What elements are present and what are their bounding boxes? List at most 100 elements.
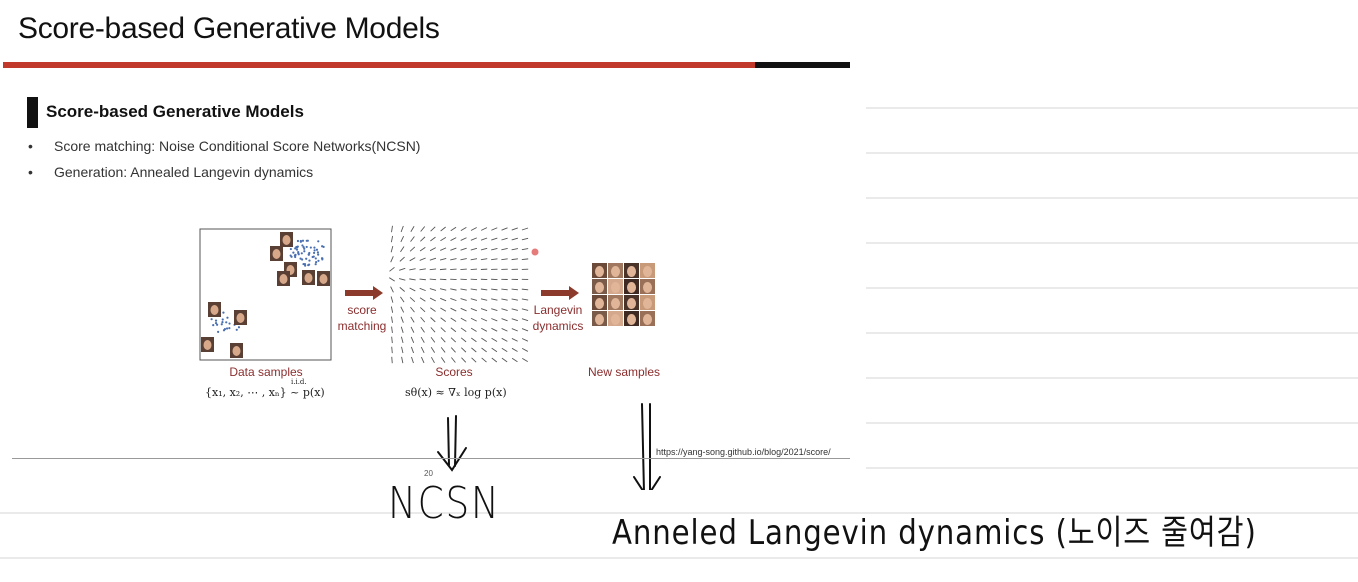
field-arrow	[450, 347, 456, 353]
field-arrow	[480, 308, 488, 312]
field-arrow	[521, 258, 529, 261]
field-arrow	[390, 306, 394, 313]
scatter-point	[292, 251, 295, 254]
field-arrow	[440, 357, 446, 363]
field-arrow	[491, 357, 498, 363]
field-arrow	[430, 226, 436, 232]
sample-face	[595, 282, 604, 293]
field-arrow	[491, 247, 498, 251]
field-arrow	[450, 337, 457, 343]
field-arrow	[501, 227, 508, 231]
field-arrow	[501, 298, 508, 301]
field-arrow	[511, 298, 518, 301]
field-arrow	[450, 237, 457, 241]
sample-face	[595, 314, 604, 325]
face-skin	[203, 340, 212, 350]
field-arrow	[480, 237, 488, 241]
field-arrow	[471, 357, 477, 363]
field-arrow	[400, 316, 404, 323]
field-arrow	[410, 316, 415, 323]
score-vector-field	[389, 225, 529, 364]
field-arrow	[410, 226, 415, 232]
section-title: Score-based Generative Models	[46, 102, 304, 121]
scatter-point	[237, 326, 241, 329]
scatter-point	[212, 324, 215, 327]
field-arrow	[511, 248, 518, 251]
field-arrow	[390, 245, 394, 253]
sample-face	[611, 314, 620, 325]
field-arrow	[391, 336, 393, 344]
field-arrow	[411, 356, 414, 364]
langevin-label-1: Langevin	[533, 303, 583, 317]
field-arrow	[491, 237, 498, 241]
handwritten-arrows	[437, 403, 661, 490]
field-arrow	[400, 336, 404, 344]
scatter-point	[300, 252, 303, 255]
field-arrow	[409, 297, 416, 303]
scatter-point	[217, 330, 220, 333]
field-arrow	[501, 318, 508, 322]
field-arrow	[491, 258, 498, 261]
field-arrow	[391, 225, 393, 233]
field-arrow	[389, 277, 395, 282]
sample-face	[627, 314, 636, 325]
field-arrow	[501, 258, 508, 261]
field-arrow	[430, 236, 436, 242]
scatter-point	[295, 245, 298, 249]
field-arrow	[440, 307, 447, 312]
scatter-point	[308, 259, 311, 262]
scatter-point	[221, 321, 224, 324]
field-arrow	[430, 307, 436, 312]
face-thumbnails	[201, 232, 330, 358]
sample-face	[643, 314, 652, 325]
field-arrow	[491, 337, 498, 342]
footer-line	[12, 458, 850, 459]
field-arrow	[429, 257, 437, 261]
field-arrow	[521, 338, 529, 342]
field-arrow	[419, 268, 426, 271]
field-arrow	[521, 348, 529, 352]
scatter-point	[228, 322, 231, 325]
field-arrow	[480, 247, 488, 251]
sample-face	[627, 282, 636, 293]
scatter-point	[226, 316, 229, 319]
field-arrow	[419, 278, 426, 281]
field-arrow	[460, 237, 467, 241]
bullet-item: • Score matching: Noise Conditional Score…	[28, 138, 421, 154]
field-arrow	[439, 268, 447, 271]
sample-face	[643, 282, 652, 293]
field-arrow	[460, 247, 467, 251]
field-arrow	[461, 357, 467, 363]
face-skin	[236, 313, 245, 323]
field-arrow	[409, 257, 416, 262]
field-arrow	[521, 328, 529, 332]
field-arrow	[400, 225, 404, 233]
field-arrow	[409, 278, 416, 281]
field-arrow	[419, 246, 426, 252]
scatter-point	[214, 319, 218, 322]
field-arrow	[450, 327, 457, 333]
field-arrow	[389, 266, 395, 272]
scatter-point	[315, 261, 318, 264]
field-arrow	[480, 317, 488, 322]
scatter-point	[321, 245, 324, 248]
field-arrow	[501, 347, 508, 353]
scatter-point	[301, 258, 304, 261]
title-underline-red	[3, 62, 755, 68]
field-arrow	[429, 247, 436, 252]
scatter-point	[225, 321, 228, 324]
page-number: 20	[424, 469, 433, 478]
field-arrow	[470, 317, 477, 322]
slide-title: Score-based Generative Models	[18, 12, 440, 45]
field-arrow	[410, 236, 415, 242]
field-arrow	[470, 308, 477, 312]
field-arrow	[440, 327, 446, 333]
scatter-point	[296, 239, 300, 243]
field-arrow	[511, 227, 518, 231]
field-arrow	[391, 346, 393, 354]
scatter-point	[314, 257, 317, 260]
scatter-point	[297, 252, 300, 255]
field-arrow	[470, 337, 477, 343]
field-arrow	[439, 288, 447, 291]
